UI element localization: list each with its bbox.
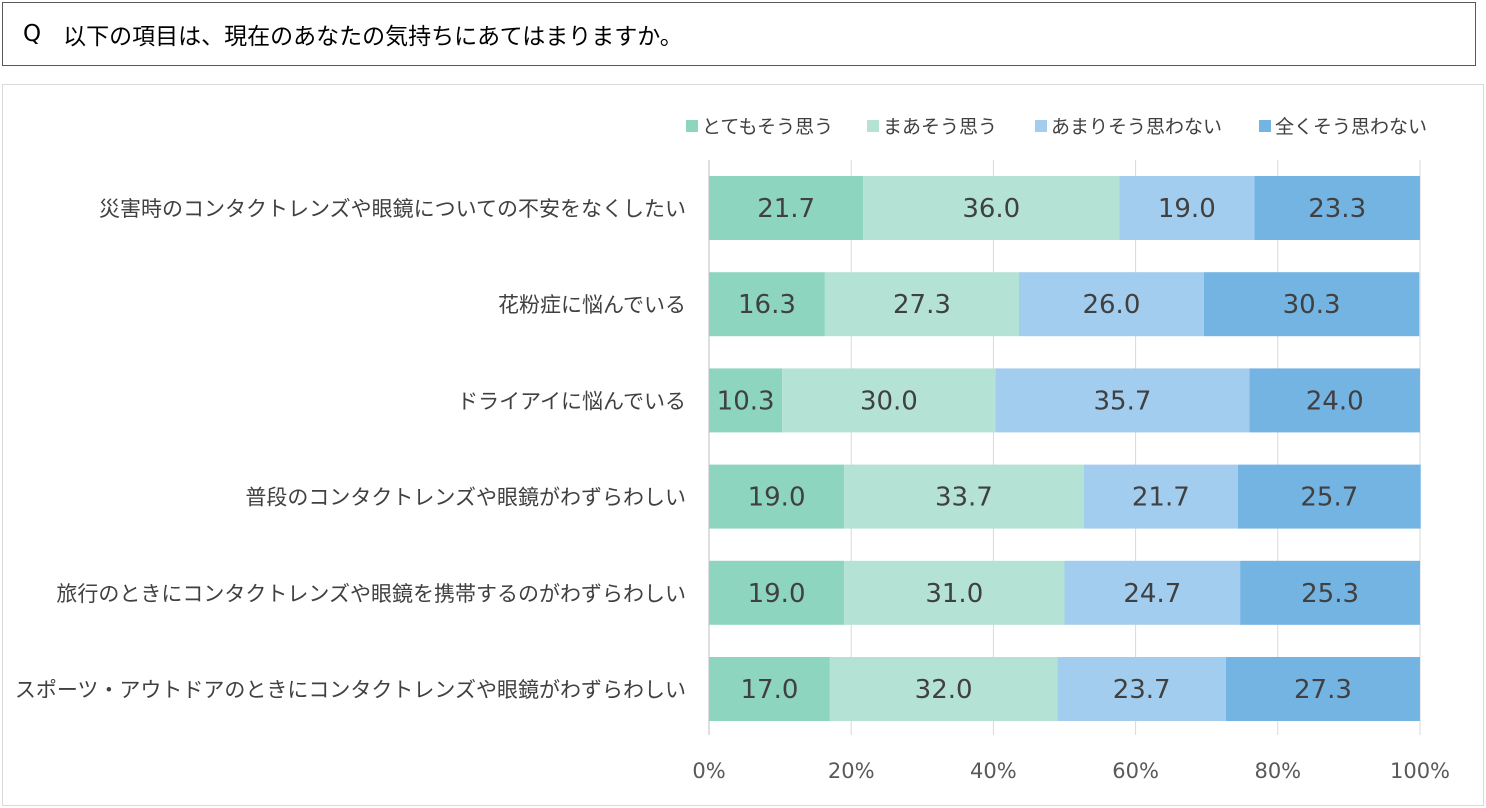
bar-segment <box>1018 272 1204 337</box>
bar-segment <box>1057 657 1226 721</box>
question-prefix: Q <box>23 21 42 47</box>
x-tick-labels: 0% 20% 40% 60% 80% 100% <box>692 759 1450 783</box>
data-label: 30.3 <box>1283 290 1341 320</box>
data-label: 24.7 <box>1123 579 1181 609</box>
legend-label: まあそう思う <box>883 116 997 138</box>
data-label: 19.0 <box>1158 194 1216 224</box>
data-label: 32.0 <box>915 675 973 705</box>
data-label: 26.0 <box>1082 290 1140 320</box>
legend-swatch <box>1035 120 1047 132</box>
data-label: 21.7 <box>1132 483 1190 513</box>
category-label: 旅行のときにコンタクトレンズや眼鏡を携帯するのがわずらわしい <box>56 582 686 606</box>
x-tick-label: 100% <box>1390 759 1450 783</box>
x-tick-label: 80% <box>1254 759 1301 783</box>
bar-segment <box>709 560 845 625</box>
x-tick-label: 20% <box>828 759 875 783</box>
legend-label: 全くそう思わない <box>1275 116 1427 138</box>
bars: 21.7 36.0 19.0 23.3 16.3 27.3 26.0 30.3 10.3 30.0… <box>709 176 1421 721</box>
bar-segment <box>829 657 1058 721</box>
chart-frame <box>2 84 1484 806</box>
bar-segment <box>844 464 1084 529</box>
grid-lines <box>708 160 1421 735</box>
data-label: 21.7 <box>757 194 815 224</box>
legend-swatch <box>1259 120 1271 132</box>
data-label: 33.7 <box>935 483 993 513</box>
data-label: 23.7 <box>1113 675 1171 705</box>
legend-swatch <box>686 120 698 132</box>
data-label: 25.7 <box>1300 483 1358 513</box>
bar-segment <box>824 272 1019 337</box>
data-label: 24.0 <box>1306 386 1364 416</box>
category-label: スポーツ・アウトドアのときにコンタクトレンズや眼鏡がわずらわしい <box>15 678 686 702</box>
legend: とてもそう思う まあそう思う あまりそう思わない 全くそう思わない <box>686 116 1427 138</box>
data-label: 27.3 <box>1294 675 1352 705</box>
data-label: 10.3 <box>717 386 775 416</box>
bar-segment <box>1225 657 1420 721</box>
legend-swatch <box>867 120 879 132</box>
x-tick-label: 0% <box>692 759 725 783</box>
x-tick-label: 40% <box>970 759 1017 783</box>
category-label: 災害時のコンタクトレンズや眼鏡についての不安をなくしたい <box>99 197 686 221</box>
bar-segment <box>995 368 1250 433</box>
data-label: 16.3 <box>738 290 796 320</box>
bar-segment <box>1083 464 1238 529</box>
bar-segment <box>1064 560 1241 625</box>
bar-segment <box>1240 560 1420 625</box>
bar-segment <box>1249 368 1420 433</box>
category-label: 普段のコンタクトレンズや眼鏡がわずらわしい <box>245 486 686 510</box>
bar-segment <box>709 368 783 433</box>
data-label: 23.3 <box>1308 194 1366 224</box>
bar-segment <box>709 272 825 337</box>
question-box: Q 以下の項目は、現在のあなたの気持ちにあてはまりますか。 <box>2 2 1476 66</box>
data-label: 30.0 <box>860 386 918 416</box>
category-label: ドライアイに悩んでいる <box>457 389 686 413</box>
bar-segment <box>1254 176 1420 240</box>
data-label: 36.0 <box>962 194 1020 224</box>
data-label: 27.3 <box>893 290 951 320</box>
data-label: 19.0 <box>748 483 806 513</box>
bar-segment <box>709 657 830 721</box>
legend-label: あまりそう思わない <box>1051 116 1222 138</box>
data-label: 31.0 <box>925 579 983 609</box>
bar-segment <box>709 176 864 240</box>
data-label: 17.0 <box>740 675 798 705</box>
x-tick-label: 60% <box>1112 759 1159 783</box>
question-text: 以下の項目は、現在のあなたの気持ちにあてはまりますか。 <box>63 24 683 50</box>
data-label: 25.3 <box>1301 579 1359 609</box>
data-label: 35.7 <box>1094 386 1152 416</box>
category-labels: 災害時のコンタクトレンズや眼鏡についての不安をなくしたい花粉症に悩んでいるドライ… <box>15 197 686 702</box>
bar-segment <box>782 368 996 433</box>
category-label: 花粉症に悩んでいる <box>498 293 686 317</box>
data-label: 19.0 <box>748 579 806 609</box>
bar-segment <box>863 176 1120 240</box>
bar-segment <box>1203 272 1420 337</box>
bar-segment <box>709 464 845 529</box>
bar-segment <box>844 560 1065 625</box>
legend-label: とてもそう思う <box>702 116 833 138</box>
bar-segment <box>1237 464 1421 529</box>
bar-segment <box>1119 176 1255 240</box>
